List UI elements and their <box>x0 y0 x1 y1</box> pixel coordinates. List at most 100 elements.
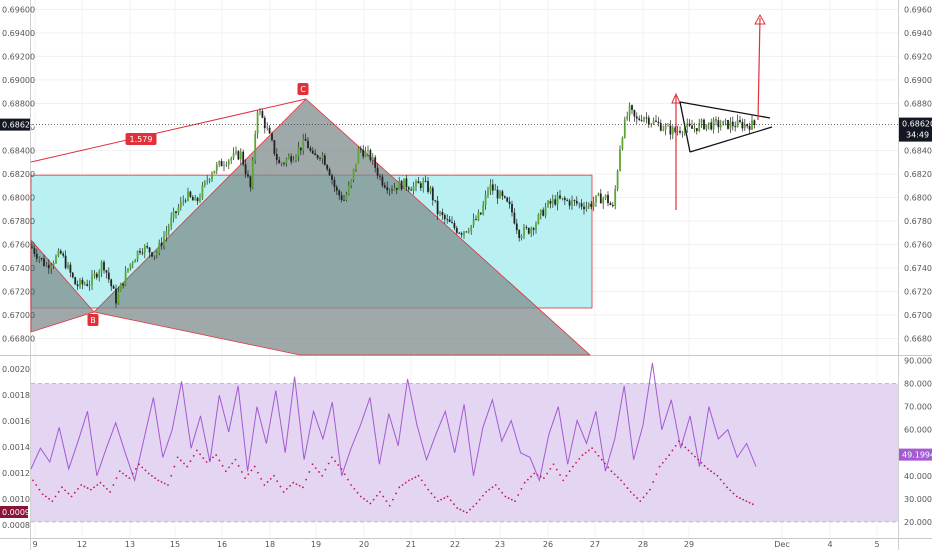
candle-body <box>47 264 50 269</box>
dot-point <box>420 479 423 482</box>
candle-body <box>261 111 264 118</box>
candle-body <box>633 109 636 117</box>
x-axis-tick: 4 <box>827 540 832 549</box>
candle-body <box>736 120 739 128</box>
candle-body <box>247 174 249 177</box>
candle-body <box>64 255 67 269</box>
projection-arrow-line <box>757 17 761 121</box>
dot-point <box>99 481 102 484</box>
candle-body <box>367 150 369 152</box>
candle-body <box>427 181 429 192</box>
candle-body <box>669 125 672 135</box>
candle-body <box>573 200 576 202</box>
x-axis-tick: 16 <box>217 540 227 549</box>
dot-point <box>350 484 353 486</box>
right-rsi-badge: 49.1994 <box>902 451 932 460</box>
dot-point <box>739 497 741 499</box>
dot-point <box>578 458 581 460</box>
candle-body <box>362 149 365 157</box>
candle-body <box>523 227 525 237</box>
candle-body <box>489 184 492 191</box>
dot-point <box>469 508 471 511</box>
dot-point <box>636 497 639 499</box>
dot-point <box>215 454 218 456</box>
candle-body <box>40 258 43 259</box>
dot-point <box>748 501 751 504</box>
candle-body <box>117 291 120 304</box>
dot-point <box>571 465 574 468</box>
dot-point <box>356 491 359 494</box>
dot-point <box>401 484 404 486</box>
candle-body <box>189 191 192 197</box>
candle-body <box>511 203 513 213</box>
candle-body <box>131 262 134 264</box>
dot-point <box>199 453 201 456</box>
candle-body <box>513 212 516 224</box>
dot-point <box>395 492 398 495</box>
candle-body <box>381 176 384 186</box>
dot-point <box>311 463 314 466</box>
left-osc-badge: 0.0009 <box>2 508 30 517</box>
dot-point <box>189 460 192 463</box>
candle-body <box>283 163 285 165</box>
candle-body <box>549 201 552 204</box>
candle-body <box>554 199 557 205</box>
candle-body <box>319 158 321 159</box>
candle-body <box>518 230 521 238</box>
right-price-tick: 0.68200 <box>904 170 932 179</box>
candle-body <box>105 270 108 273</box>
candle-body <box>647 117 650 125</box>
dot-point <box>501 491 504 494</box>
left-osc-tick: 0.0018 <box>2 391 30 400</box>
candle-body <box>177 207 180 214</box>
dot-point <box>745 500 748 503</box>
dot-point <box>273 474 275 477</box>
candle-body <box>599 193 602 204</box>
dot-point <box>93 486 95 489</box>
dot-point <box>330 456 333 459</box>
dot-point <box>208 458 211 461</box>
left-osc-tick: 0.0016 <box>2 417 30 426</box>
dot-point <box>629 491 632 493</box>
dot-point <box>73 491 76 494</box>
x-axis-tick: 13 <box>125 540 135 549</box>
dot-point <box>591 447 594 450</box>
dot-point <box>507 497 510 499</box>
right-price-tick: 0.67200 <box>904 288 932 297</box>
dot-point <box>694 455 696 458</box>
dot-point <box>417 474 420 477</box>
candle-body <box>371 157 374 160</box>
candle-body <box>667 125 669 127</box>
dot-point <box>742 498 745 501</box>
candle-body <box>170 217 173 227</box>
x-axis-tick: 15 <box>170 540 180 549</box>
dot-point <box>549 467 552 470</box>
dot-point <box>64 489 67 492</box>
dot-point <box>661 461 664 464</box>
dot-point <box>324 468 327 471</box>
candle-body <box>340 195 343 200</box>
candle-body <box>470 225 473 232</box>
dot-point <box>626 487 629 489</box>
dot-point <box>610 470 613 473</box>
candle-body <box>122 283 125 286</box>
x-axis-tick: 19 <box>311 540 321 549</box>
candle-body <box>530 228 533 234</box>
x-axis-tick: 22 <box>450 540 460 549</box>
candle-body <box>614 189 617 207</box>
candle-body <box>297 147 300 157</box>
candle-body <box>741 122 744 129</box>
pattern-label-b: B <box>90 316 96 325</box>
candle-body <box>335 186 338 191</box>
dot-point <box>170 474 173 477</box>
dot-point <box>533 472 536 475</box>
candle-body <box>52 262 55 266</box>
dot-point <box>716 474 719 477</box>
dot-point <box>436 500 439 503</box>
right-price-tick: 0.67000 <box>904 311 932 320</box>
candle-body <box>580 203 583 207</box>
